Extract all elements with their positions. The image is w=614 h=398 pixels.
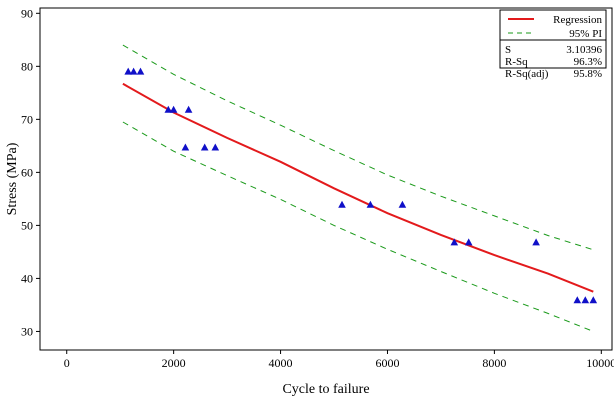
data-point bbox=[181, 143, 190, 151]
regression-layer bbox=[122, 82, 594, 293]
data-point bbox=[398, 200, 407, 208]
stat-rsq-value: 96.3% bbox=[574, 56, 602, 68]
data-point bbox=[169, 105, 178, 113]
y-axis-label: Stress (MPa) bbox=[5, 142, 20, 215]
data-point bbox=[464, 238, 473, 246]
pi-upper-line bbox=[122, 44, 594, 251]
pi-lower-line bbox=[122, 121, 594, 332]
y-tick-label: 60 bbox=[21, 165, 33, 179]
x-tick-label: 6000 bbox=[375, 356, 399, 370]
x-tick-label: 0 bbox=[64, 356, 70, 370]
legend-pi-label: 95% PI bbox=[569, 28, 602, 40]
data-point bbox=[532, 238, 540, 246]
data-point bbox=[129, 67, 138, 75]
stat-rsq-label: R-Sq bbox=[505, 56, 528, 68]
x-tick-label: 2000 bbox=[162, 356, 186, 370]
y-tick-label: 50 bbox=[21, 218, 33, 232]
y-tick-label: 40 bbox=[21, 271, 33, 285]
data-point bbox=[589, 296, 598, 304]
legend-regression-label: Regression bbox=[553, 14, 602, 26]
stat-s-label: S bbox=[505, 44, 511, 56]
y-tick-label: 70 bbox=[21, 112, 33, 126]
data-point bbox=[136, 67, 145, 75]
x-tick-label: 8000 bbox=[482, 356, 506, 370]
stat-rsq-adj-label: R-Sq(adj) bbox=[505, 68, 549, 80]
data-point bbox=[184, 105, 193, 113]
data-points-layer bbox=[124, 67, 598, 304]
y-tick-label: 90 bbox=[21, 6, 33, 20]
regression-line bbox=[122, 82, 594, 293]
stat-s-value: 3.10396 bbox=[566, 44, 602, 56]
axes-layer: 0 2000 4000 6000 8000 10000 30 40 50 60 70 80 90 bbox=[21, 6, 614, 370]
data-point bbox=[124, 67, 132, 75]
x-tick-label: 4000 bbox=[269, 356, 293, 370]
data-point bbox=[581, 296, 590, 304]
y-tick-label: 30 bbox=[21, 324, 33, 338]
data-point bbox=[211, 143, 220, 151]
data-point bbox=[573, 296, 582, 304]
data-point bbox=[200, 143, 209, 151]
x-axis-label: Cycle to failure bbox=[282, 382, 369, 397]
data-point bbox=[366, 200, 375, 208]
data-point bbox=[450, 238, 459, 246]
x-tick-label: 10000 bbox=[586, 356, 614, 370]
legend-box: Regression 95% PI S 3.10396 R-Sq 96.3% R… bbox=[499, 9, 607, 80]
stat-rsq-adj-value: 95.8% bbox=[574, 68, 602, 80]
data-point bbox=[164, 105, 173, 113]
y-tick-label: 80 bbox=[21, 59, 33, 73]
prediction-interval-layer bbox=[122, 44, 594, 332]
data-point bbox=[338, 200, 346, 208]
